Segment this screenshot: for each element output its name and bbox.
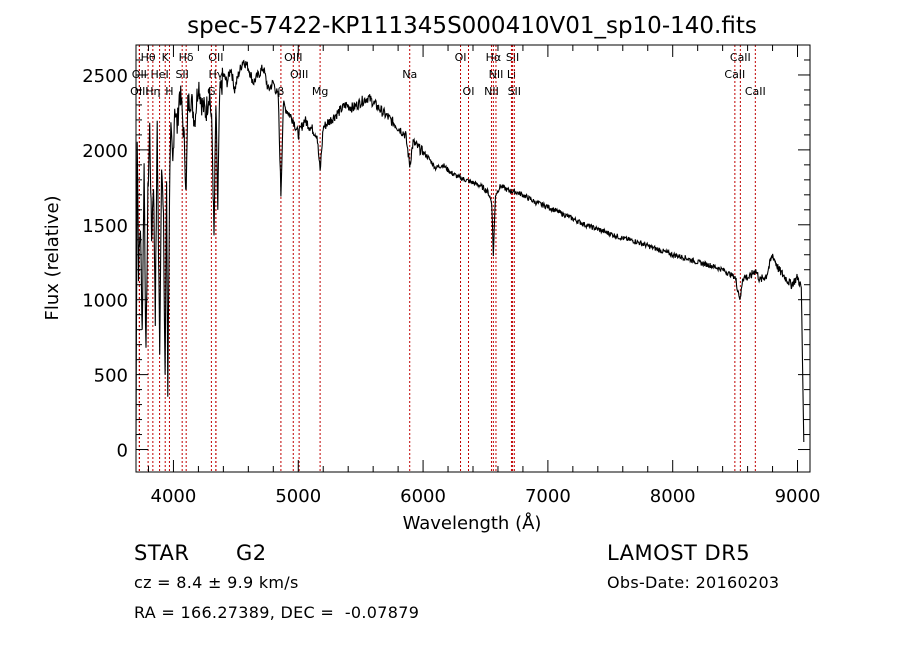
x-tick-label: 7000 bbox=[525, 486, 571, 507]
line-marker-label: Li bbox=[507, 68, 516, 81]
y-tick-label: 2000 bbox=[82, 141, 128, 162]
line-marker-label: CaII bbox=[730, 51, 751, 64]
x-tick-label: 5000 bbox=[275, 486, 321, 507]
x-tick-label: 8000 bbox=[650, 486, 696, 507]
line-marker-label: SII bbox=[508, 85, 521, 98]
spectrum-line bbox=[135, 59, 805, 443]
object-subclass: G2 bbox=[236, 541, 267, 565]
line-marker-label: OIII bbox=[130, 85, 148, 98]
chart-title: spec-57422-KP111345S000410V01_sp10-140.f… bbox=[187, 13, 757, 39]
line-marker-label: β bbox=[277, 85, 284, 98]
y-axis-label: Flux (relative) bbox=[42, 195, 63, 320]
line-marker-label: Hγ bbox=[208, 68, 223, 81]
spectrum-series bbox=[135, 59, 805, 443]
y-tick-label: 0 bbox=[117, 441, 128, 462]
line-marker-label: H bbox=[165, 85, 173, 98]
redshift-value: cz = 8.4 ± 9.9 km/s bbox=[134, 573, 299, 592]
plot-frame bbox=[135, 44, 811, 473]
x-tick-label: 4000 bbox=[151, 486, 197, 507]
x-axis-label: Wavelength (Å) bbox=[403, 512, 542, 534]
y-tick-label: 2500 bbox=[82, 66, 128, 87]
line-marker-label: OIII bbox=[290, 68, 308, 81]
y-tick-label: 1000 bbox=[82, 291, 128, 312]
line-marker-label: CaII bbox=[745, 85, 766, 98]
line-marker-label: CaII bbox=[724, 68, 745, 81]
line-marker-label: HeI bbox=[150, 68, 168, 81]
line-marker-label: SII bbox=[506, 51, 519, 64]
line-marker-label: Na bbox=[402, 68, 417, 81]
survey-name: LAMOST DR5 bbox=[607, 541, 751, 565]
observation-date: Obs-Date: 20160203 bbox=[607, 573, 780, 592]
line-marker-label: Hθ bbox=[141, 51, 156, 64]
object-class: STAR bbox=[134, 541, 190, 565]
line-marker-label: Mg bbox=[312, 85, 328, 98]
spectrum-plot: spec-57422-KP111345S000410V01_sp10-140.f… bbox=[42, 13, 821, 534]
line-marker-label: NII bbox=[484, 85, 499, 98]
line-marker-label: Hα bbox=[486, 51, 502, 64]
x-axis: 4000 5000 6000 7000 8000 9000 bbox=[147, 45, 821, 507]
line-marker-label: G bbox=[207, 85, 216, 98]
y-axis: 0 500 1000 1500 2000 2500 bbox=[82, 59, 810, 462]
line-marker-label: SII bbox=[175, 68, 188, 81]
x-tick-label: 9000 bbox=[775, 486, 821, 507]
line-marker-label: K bbox=[162, 51, 170, 64]
line-marker-label: Hδ bbox=[179, 51, 194, 64]
line-marker-label: OI bbox=[463, 85, 475, 98]
coordinates: RA = 166.27389, DEC = -0.07879 bbox=[134, 603, 420, 622]
line-marker-label: Hη bbox=[145, 85, 160, 98]
y-tick-label: 1500 bbox=[82, 216, 128, 237]
line-marker-label: NII bbox=[489, 68, 504, 81]
x-tick-label: 6000 bbox=[400, 486, 446, 507]
line-marker-label: OI bbox=[455, 51, 467, 64]
y-tick-label: 500 bbox=[94, 366, 128, 387]
line-marker-label: OIII bbox=[284, 51, 302, 64]
